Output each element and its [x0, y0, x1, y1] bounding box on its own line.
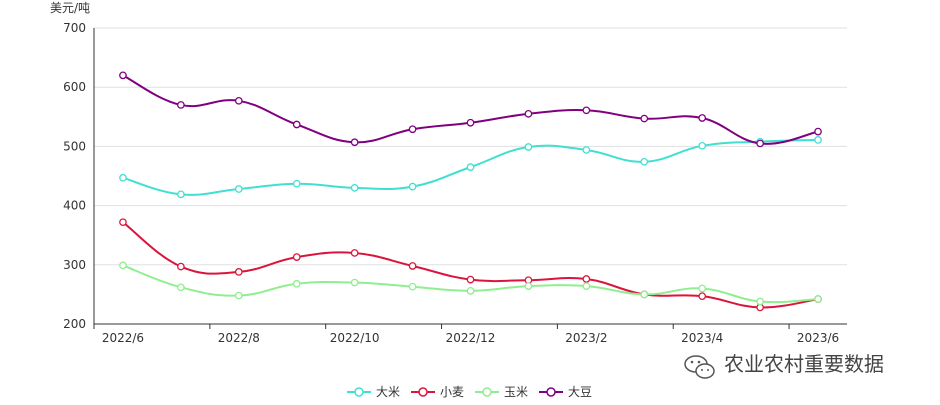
series-group — [119, 71, 822, 312]
data-point — [814, 295, 822, 303]
data-point — [524, 282, 533, 290]
data-point — [234, 291, 243, 300]
axes — [93, 28, 847, 325]
data-point — [350, 138, 359, 147]
data-point — [814, 136, 822, 144]
y-axis-unit: 美元/吨 — [50, 1, 90, 15]
data-point — [177, 262, 185, 271]
data-point — [466, 163, 475, 171]
legend-swatch-marker — [354, 387, 364, 397]
data-point — [292, 253, 301, 261]
y-tick-label: 700 — [63, 21, 86, 35]
data-point — [119, 71, 127, 80]
data-point — [177, 283, 185, 292]
legend-label: 大米 — [376, 385, 400, 399]
data-point — [234, 268, 243, 276]
x-tick-label: 2022/8 — [218, 331, 260, 345]
data-point — [408, 262, 417, 270]
legend-swatch-marker — [546, 387, 556, 397]
x-tick-label: 2023/2 — [565, 331, 607, 345]
data-point — [582, 146, 591, 154]
watermark-text: 农业农村重要数据 — [724, 352, 884, 376]
data-point — [698, 141, 707, 150]
data-point — [466, 275, 475, 284]
wechat-icon — [684, 355, 715, 379]
data-point — [640, 290, 649, 299]
data-point — [292, 179, 301, 188]
data-point — [582, 282, 591, 290]
data-point — [524, 109, 533, 118]
x-tick-label: 2022/6 — [102, 331, 144, 345]
data-point — [698, 292, 707, 301]
series-line — [122, 74, 819, 145]
y-tick-label: 400 — [63, 199, 86, 213]
data-point — [119, 261, 127, 270]
data-point — [177, 101, 185, 109]
grid-lines — [94, 27, 847, 266]
data-point — [582, 275, 591, 283]
data-point — [408, 182, 417, 191]
legend-item: 小麦 — [411, 385, 464, 399]
data-point — [466, 286, 475, 295]
data-point — [814, 127, 822, 136]
watermark: 农业农村重要数据 — [684, 352, 884, 379]
legend-label: 玉米 — [504, 385, 528, 399]
legend: 大米 小麦 玉米 大豆 — [347, 385, 592, 399]
data-point — [350, 249, 359, 257]
data-point — [640, 157, 649, 166]
data-point — [466, 118, 475, 127]
data-point — [698, 114, 707, 122]
data-point — [408, 282, 417, 291]
legend-item: 大豆 — [539, 385, 592, 399]
y-tick-label: 500 — [63, 139, 86, 153]
legend-label: 大豆 — [568, 385, 592, 399]
data-point — [292, 279, 301, 288]
data-point — [234, 185, 243, 193]
data-point — [292, 120, 301, 129]
y-tick-label: 200 — [63, 317, 86, 331]
data-point — [756, 139, 764, 148]
x-axis-ticks: 2022/6 2022/8 2022/10 2022/12 2023/2 2023/4 20… — [93, 324, 839, 345]
x-tick-label: 2022/12 — [446, 331, 496, 345]
series-line — [122, 264, 819, 304]
data-point — [756, 297, 764, 306]
data-point — [582, 106, 591, 115]
y-axis-ticks: 200 300 400 500 600 700 — [63, 21, 86, 331]
y-tick-label: 300 — [63, 258, 86, 272]
legend-swatch-marker — [418, 387, 428, 397]
legend-swatch-marker — [482, 387, 492, 397]
data-point — [350, 278, 359, 287]
data-point — [119, 173, 127, 182]
legend-item: 玉米 — [475, 385, 528, 399]
data-point — [524, 143, 533, 151]
data-point — [234, 96, 243, 105]
x-tick-label: 2023/4 — [681, 331, 723, 345]
x-tick-label: 2023/6 — [797, 331, 839, 345]
data-point — [177, 190, 185, 199]
legend-label: 小麦 — [440, 385, 464, 399]
y-tick-label: 600 — [63, 80, 86, 94]
data-point — [119, 218, 127, 227]
data-point — [350, 183, 359, 192]
data-point — [698, 284, 707, 293]
data-point — [408, 125, 417, 134]
legend-item: 大米 — [347, 385, 400, 399]
x-tick-label: 2022/10 — [330, 331, 380, 345]
data-point — [640, 114, 649, 123]
